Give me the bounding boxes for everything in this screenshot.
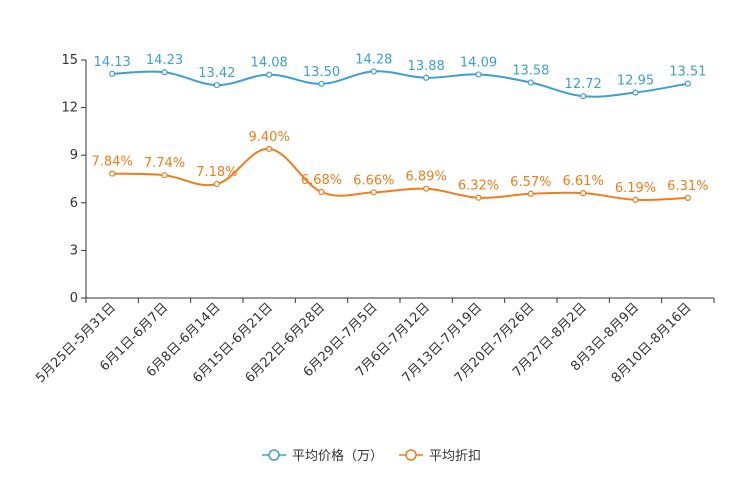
data-label: 6.19% (615, 181, 656, 196)
data-label: 12.95 (617, 74, 654, 89)
data-point[interactable] (580, 93, 587, 100)
data-point[interactable] (370, 189, 377, 196)
data-label: 13.50 (303, 65, 340, 80)
x-axis-ticks: 5月25日-5月31日6月1日-6月7日6月8日-6月14日6月15日-6月21… (33, 298, 715, 386)
data-label: 6.57% (510, 175, 551, 190)
data-label: 6.89% (406, 170, 447, 185)
y-axis-ticks: 0 3 6 9 12 15 (61, 53, 86, 306)
data-label: 6.68% (301, 173, 342, 188)
data-point[interactable] (684, 194, 691, 201)
data-point[interactable] (632, 196, 639, 203)
data-label: 12.72 (565, 77, 602, 92)
legend-marker-icon (405, 449, 417, 461)
data-label: 13.58 (512, 64, 549, 79)
data-point[interactable] (318, 188, 325, 196)
legend-label: 平均价格（万） (292, 448, 383, 464)
data-point[interactable] (423, 185, 430, 192)
legend-item-1[interactable]: 平均价格（万） (262, 448, 383, 464)
data-label: 14.28 (355, 52, 392, 67)
data-point[interactable] (580, 190, 587, 197)
data-point[interactable] (109, 70, 116, 77)
data-point[interactable] (161, 69, 168, 76)
data-label: 9.40% (249, 130, 290, 145)
data-point[interactable] (213, 180, 220, 188)
data-label: 7.84% (92, 155, 133, 170)
y-tick-label: 15 (61, 53, 78, 68)
y-tick-label: 6 (70, 196, 78, 211)
data-point[interactable] (475, 194, 482, 201)
data-label: 13.51 (669, 65, 706, 80)
y-tick-label: 3 (70, 243, 78, 258)
data-point[interactable] (213, 81, 220, 89)
data-label: 6.66% (353, 173, 394, 188)
y-tick-label: 9 (70, 148, 78, 163)
data-point[interactable] (684, 80, 691, 87)
data-label: 6.31% (667, 179, 708, 194)
data-point[interactable] (266, 145, 273, 152)
legend-label: 平均折扣 (429, 449, 481, 464)
data-point[interactable] (475, 71, 482, 78)
data-point[interactable] (423, 74, 430, 81)
data-label: 7.18% (196, 165, 237, 180)
legend-marker-icon (268, 449, 280, 461)
data-point[interactable] (370, 68, 377, 75)
data-label: 14.13 (94, 55, 131, 70)
data-point[interactable] (109, 170, 116, 177)
data-label: 13.88 (408, 59, 445, 74)
data-label: 6.32% (458, 179, 499, 194)
series-layer: 14.13 14.23 13.42 14.08 13.50 14.28 13.88 14.09… (92, 52, 708, 203)
data-label: 7.74% (144, 156, 185, 171)
data-label: 13.42 (198, 66, 235, 81)
data-label: 6.61% (563, 174, 604, 189)
data-label: 14.09 (460, 55, 497, 70)
legend[interactable]: 平均价格（万） 平均折扣 (262, 448, 481, 464)
series-line (112, 70, 689, 98)
data-point[interactable] (161, 172, 168, 179)
y-tick-label: 12 (61, 101, 78, 116)
data-label: 14.23 (146, 53, 183, 68)
data-label: 14.08 (251, 56, 288, 71)
y-tick-label: 0 (70, 291, 78, 306)
series-2: 7.84% 7.74% 7.18% 9.40% 6.68% 6.66% 6.89% 6.32%… (92, 130, 708, 203)
data-point[interactable] (527, 190, 534, 197)
data-point[interactable] (632, 89, 639, 96)
legend-item-2[interactable]: 平均折扣 (399, 449, 481, 464)
series-1: 14.13 14.23 13.42 14.08 13.50 14.28 13.88 14.09… (94, 52, 706, 100)
data-point[interactable] (318, 80, 325, 87)
data-point[interactable] (266, 71, 273, 78)
data-point[interactable] (527, 79, 534, 86)
